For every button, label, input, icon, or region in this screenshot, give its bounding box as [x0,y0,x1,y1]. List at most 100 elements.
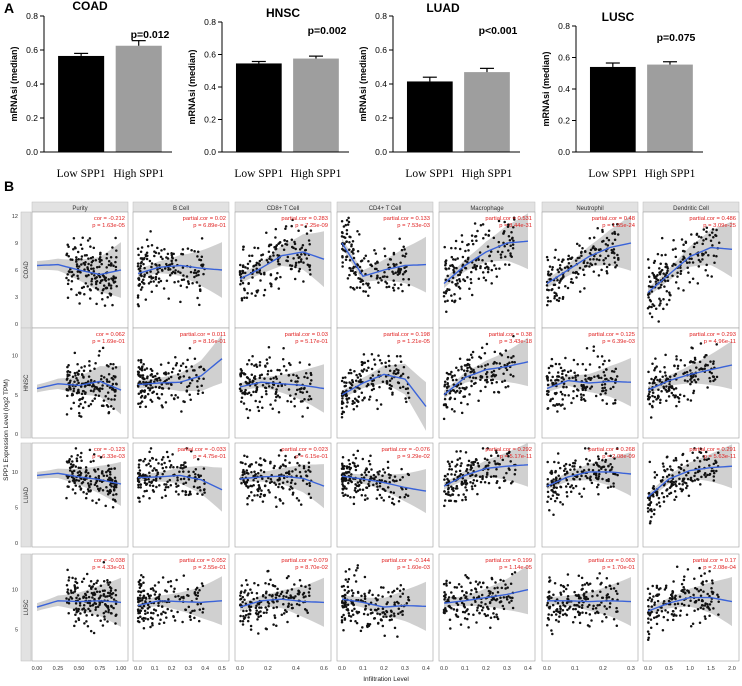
data-point [507,234,511,238]
data-point [402,278,405,281]
data-point [95,581,98,585]
data-point [303,375,306,379]
data-point [114,265,118,269]
data-point [164,373,167,376]
data-point [507,263,511,267]
data-point [197,273,200,277]
data-point [136,370,140,374]
data-point [161,269,164,272]
data-point [94,587,97,591]
data-point [77,265,81,268]
data-point [668,375,672,378]
data-point [573,603,576,607]
data-point [455,484,459,488]
data-point [497,240,501,244]
data-point [246,362,249,366]
data-point [503,363,506,367]
data-point [465,469,468,473]
data-point [494,462,497,465]
data-point [616,582,620,585]
data-point [392,262,395,266]
data-point [142,589,145,593]
data-point [167,377,171,380]
data-point [138,611,141,615]
correlation-value: cor = -0.123 [94,447,125,453]
data-point [353,369,356,373]
data-point [469,278,473,281]
data-point [360,473,363,477]
data-point [590,385,594,388]
data-point [307,398,310,401]
data-point [196,255,199,258]
data-point [354,569,358,572]
data-point [244,614,248,617]
data-point [159,255,163,259]
data-point [114,602,118,606]
data-point [660,491,664,495]
data-point [146,392,150,396]
data-point [391,497,394,501]
data-point [485,473,489,476]
data-point [148,496,151,500]
data-point [290,479,294,482]
data-point [654,307,658,311]
data-point [397,612,400,615]
data-point [402,587,405,591]
data-point [110,485,113,488]
data-point [664,584,668,588]
data-point [112,407,115,411]
data-point [401,592,405,596]
data-point [393,475,397,478]
data-point [566,265,569,268]
data-point [565,478,569,482]
data-point [387,354,390,358]
data-point [574,459,577,462]
data-point [554,618,558,622]
data-point [77,609,80,613]
data-point [71,488,75,491]
data-point [453,266,456,270]
data-point [676,602,680,606]
data-point [202,488,206,492]
data-point [461,240,464,244]
data-point [138,583,141,586]
data-point [83,268,86,271]
data-point [308,584,311,587]
data-point [372,477,376,480]
data-point [379,586,383,589]
data-point [277,262,280,266]
data-point [385,609,388,613]
data-point [446,299,449,302]
data-point [452,270,456,273]
data-point [137,359,140,362]
data-point [557,286,561,289]
data-point [347,216,350,220]
data-point [243,591,246,594]
data-point [455,609,459,613]
data-point [140,274,143,278]
data-point [366,497,369,500]
data-point [384,365,388,368]
data-point [153,250,156,253]
data-point [158,484,161,487]
data-point [341,376,345,380]
row-strip [20,553,32,662]
data-point [70,275,74,278]
data-point [139,360,143,364]
data-point [469,464,473,467]
data-point [447,288,451,291]
data-point [166,455,170,459]
data-point [264,627,268,630]
scatter-cell-lusc-dendritic-cell: partial.cor = 0.17p = 2.08e-04 [642,553,740,662]
data-point [712,235,715,239]
data-point [693,447,696,450]
data-point [189,611,192,615]
correlation-value: partial.cor = 0.48 [592,216,635,222]
loess-fit-line [443,589,529,604]
data-point [479,585,483,589]
data-point [604,377,607,381]
data-point [696,254,700,257]
correlation-value: partial.cor = 0.133 [383,216,430,222]
data-point [595,485,599,489]
data-point [374,597,378,600]
